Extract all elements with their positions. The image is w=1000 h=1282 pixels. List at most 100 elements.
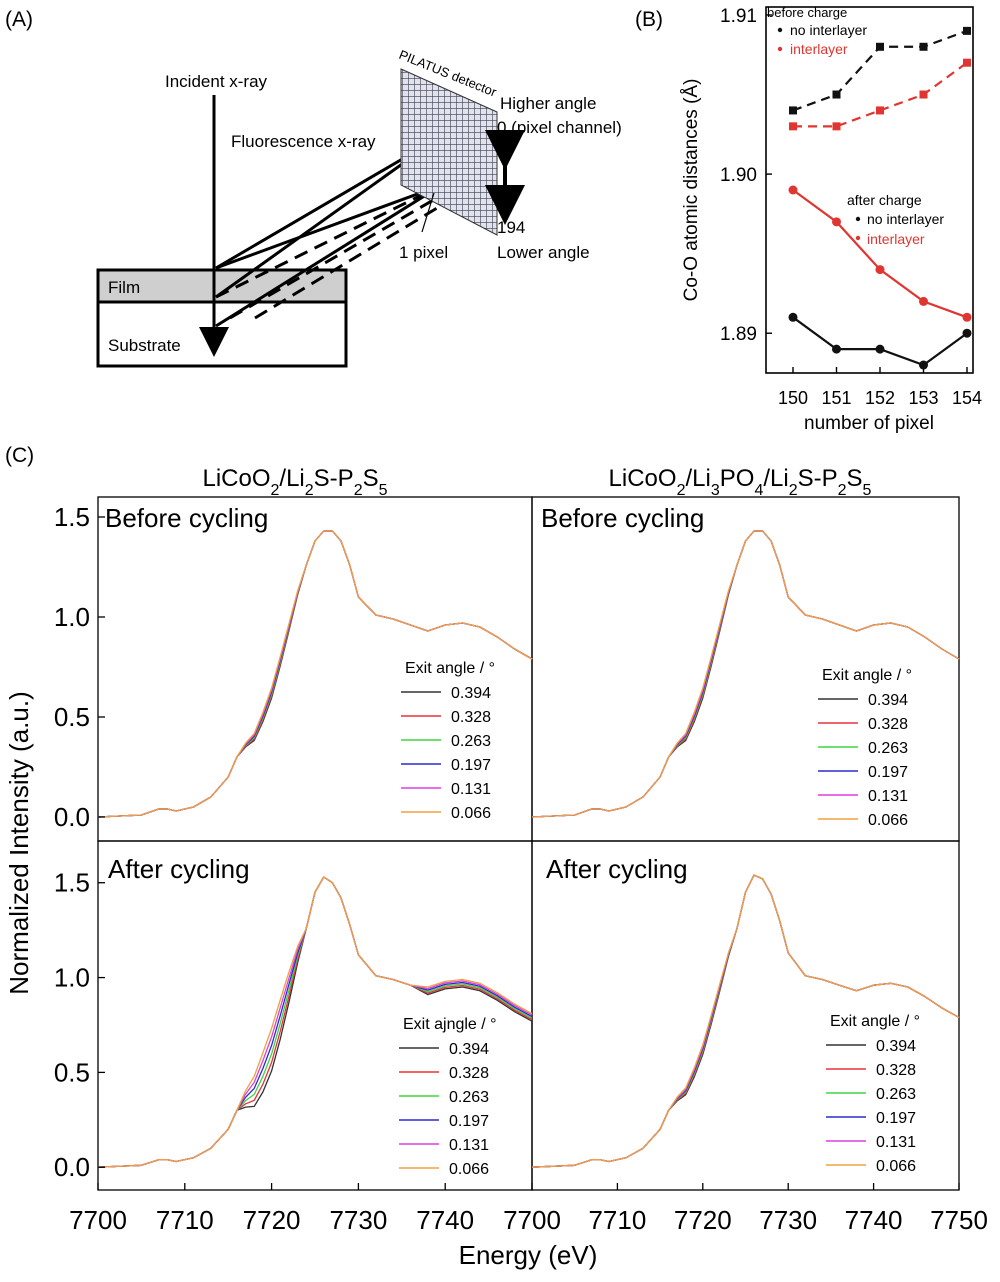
- panel-b-frame: [765, 6, 974, 374]
- panel-c-x-tick-label: 7750: [930, 1205, 988, 1235]
- row-title-top-right: Before cycling: [541, 503, 704, 533]
- panel-b-point: [962, 328, 972, 338]
- col-title-right: LiCoO2/Li3PO4/Li2S-P2S5: [609, 465, 872, 499]
- panel-b-x-tick-label: 150: [778, 388, 808, 408]
- spectrum-curve-bl: [97, 876, 533, 1168]
- legend-entry: 0.394: [449, 1041, 489, 1058]
- legend-entry: 0.263: [451, 733, 491, 750]
- panel-b-y-tick-label: 1.89: [720, 324, 757, 345]
- legend-title: Exit angle / °: [830, 1013, 920, 1030]
- legend-after-charge: after charge no interlayer interlayer: [847, 192, 944, 247]
- legend-after-swatch-interlayer: [855, 235, 861, 241]
- panel-b-point: [789, 106, 797, 115]
- channel-top-label: 0 (pixel channel): [497, 118, 622, 137]
- panel-c-ticks: 0.0 0.5 1.0 1.5 0.0 0.5 1.0 1.5 7700 7710 7720 7730…: [54, 502, 988, 1235]
- legend-entry: 0.394: [451, 685, 491, 702]
- panel-b-series-line: [792, 316, 968, 367]
- legend-title: Exit angle / °: [405, 660, 495, 677]
- legend-entry: 0.131: [868, 788, 908, 805]
- panel-b-point: [875, 344, 885, 354]
- channel-bottom-label: 194: [497, 218, 525, 237]
- panel-b-point: [876, 106, 884, 115]
- legend-before-title: before charge: [767, 5, 847, 20]
- panel-b-point: [919, 360, 928, 370]
- incident-label: Incident x-ray: [165, 72, 268, 91]
- panel-b-point: [788, 312, 798, 322]
- panel-c-y-tick-label: 1.0: [54, 602, 90, 632]
- frame-bottom-right: [531, 840, 960, 1191]
- panel-c-y-tick-label: 0.5: [54, 702, 90, 732]
- panel-c-x-tick-label: 7700: [69, 1205, 127, 1235]
- panel-b-point: [962, 312, 972, 322]
- panel-c-y-tick-label: 0.0: [54, 1152, 90, 1182]
- panel-b-y-axis-label: Co-O atomic distances (Å): [681, 79, 702, 302]
- legend-after-no-interlayer: no interlayer: [867, 211, 944, 227]
- panel-b-point: [789, 122, 797, 131]
- legend-entry: 0.328: [876, 1062, 916, 1079]
- substrate-layer: [96, 300, 348, 368]
- panel-b-y-tick-label: 1.91: [720, 6, 757, 27]
- panel-b-chart: 1.89 1.90 1.91 150 151 152 153 154 Co-O atomic…: [681, 5, 982, 434]
- panel-c-x-tick-label: 7710: [156, 1205, 214, 1235]
- panel-b-x-tick-label: 153: [908, 388, 938, 408]
- panel-c-x-tick-label: 7730: [329, 1205, 387, 1235]
- legend-entry: 0.394: [876, 1038, 916, 1055]
- panel-c-x-tick-label: 7720: [243, 1205, 301, 1235]
- panel-c-x-axis-label: Energy (eV): [459, 1240, 598, 1270]
- legend-after-title: after charge: [847, 192, 922, 208]
- legend-after-interlayer: interlayer: [867, 231, 925, 247]
- panel-b-point: [832, 122, 841, 131]
- spectrum-curve-tl: [97, 530, 533, 818]
- panel-b-x-tick-label: 152: [865, 388, 895, 408]
- panel-c-x-tick-label: 7740: [845, 1205, 903, 1235]
- spectrum-curve-br: [531, 874, 960, 1168]
- panel-b-point: [919, 296, 928, 306]
- panel-c-x-tick-label: 7730: [759, 1205, 817, 1235]
- legend-entry: 0.131: [876, 1134, 916, 1151]
- spectrum-curve-tr: [531, 530, 960, 818]
- legend-title: Exit ajngle / °: [403, 1016, 497, 1033]
- panel-b-point: [919, 90, 928, 99]
- panel-c-x-tick-label: 7710: [588, 1205, 646, 1235]
- panel-b-point: [875, 265, 885, 275]
- panel-c-y-tick-label: 1.0: [54, 963, 90, 993]
- panel-c-y-tick-label: 1.5: [54, 868, 90, 898]
- pixel-label: 1 pixel: [399, 243, 448, 262]
- panel-b-x-tick-label: 154: [952, 388, 982, 408]
- panel-b-x-ticks: 150 151 152 153 154: [778, 367, 982, 408]
- legend-entry: 0.066: [868, 812, 908, 829]
- legend-entry: 0.263: [449, 1089, 489, 1106]
- panel-b-point: [832, 344, 841, 354]
- panel-b-series-line: [793, 61, 968, 128]
- panel-c-y-tick-label: 1.5: [54, 502, 90, 532]
- panel-b-point: [963, 58, 971, 67]
- panel-c-x-tick-label: 7740: [416, 1205, 474, 1235]
- panel-c-curves: [97, 530, 960, 1168]
- higher-angle-label: Higher angle: [500, 94, 596, 113]
- panel-b-y-ticks: 1.89 1.90 1.91: [720, 6, 772, 345]
- panel-c-x-tick-label: 7720: [674, 1205, 732, 1235]
- fluorescence-label: Fluorescence x-ray: [231, 132, 376, 151]
- film-label: Film: [108, 278, 140, 297]
- panel-b-point: [832, 90, 841, 99]
- legend-before-no-interlayer: no interlayer: [790, 22, 867, 38]
- panel-b-x-tick-label: 151: [821, 388, 851, 408]
- legend-entry: 0.328: [449, 1065, 489, 1082]
- row-title-bottom-left: After cycling: [108, 854, 250, 884]
- legend-entry: 0.263: [876, 1086, 916, 1103]
- legend-entry: 0.394: [868, 692, 908, 709]
- legend-before-charge: before charge no interlayer interlayer: [767, 5, 867, 57]
- legend-entry: 0.197: [876, 1110, 916, 1127]
- lower-angle-label: Lower angle: [497, 243, 590, 262]
- legend-entry: 0.066: [876, 1158, 916, 1175]
- legend-entry: 0.197: [868, 764, 908, 781]
- legend-entry: 0.197: [451, 757, 491, 774]
- panel-b-y-tick-label: 1.90: [720, 165, 757, 186]
- legend-title: Exit angle / °: [822, 667, 912, 684]
- panel-c-chart: LiCoO2/Li2S-P2S5 LiCoO2/Li3PO4/Li2S-P2S5…: [4, 465, 988, 1270]
- legend-before-interlayer: interlayer: [790, 41, 848, 57]
- legend-after-swatch-no-interlayer: [855, 216, 861, 222]
- legend-entry: 0.131: [449, 1137, 489, 1154]
- substrate-label: Substrate: [108, 336, 181, 355]
